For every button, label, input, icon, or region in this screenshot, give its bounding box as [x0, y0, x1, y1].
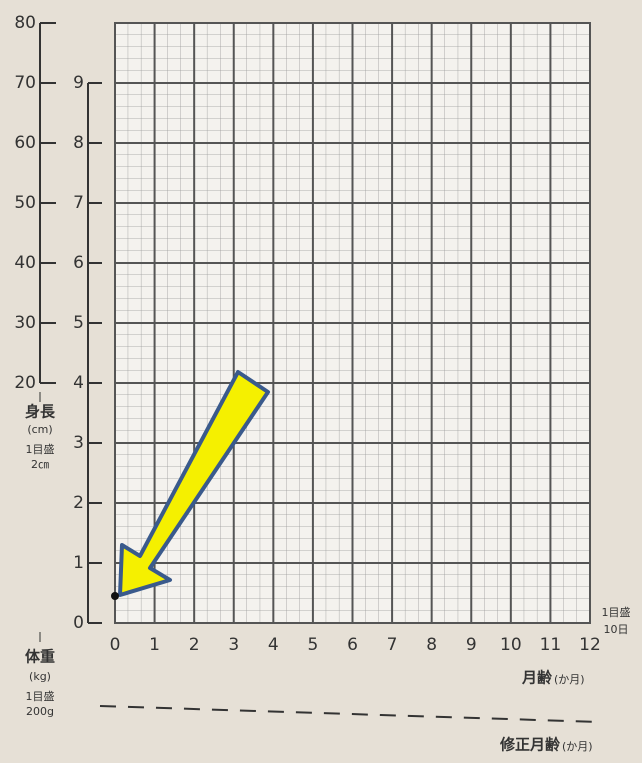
y2-tick-label: 30 [14, 313, 36, 333]
y-tick-label: 6 [73, 253, 84, 273]
x-tick-label: 5 [308, 635, 319, 655]
axis-unit: (か月) [562, 740, 593, 753]
y-tick-label: 3 [73, 433, 84, 453]
axis-label: 月齢 [521, 669, 553, 687]
y2-tick-label: 80 [14, 13, 36, 33]
x-tick-label: 11 [540, 635, 562, 655]
scale: 10日 [604, 623, 629, 636]
scale-title: 1目盛 [602, 605, 631, 619]
axis-unit: (か月) [554, 673, 585, 686]
y2-tick-label: 60 [14, 133, 36, 153]
y-tick-label: 1 [73, 553, 84, 573]
chart: 0123456789101112012345678920304050607080… [0, 0, 642, 763]
x-tick-label: 9 [466, 635, 477, 655]
x-tick-label: 0 [110, 635, 121, 655]
scale-title: 1目盛 [26, 689, 55, 703]
y-tick-label: 0 [73, 613, 84, 633]
x-tick-label: 4 [268, 635, 279, 655]
axis-label: 修正月齢 [499, 736, 561, 754]
y-tick-label: 5 [73, 313, 84, 333]
y2-tick-label: 20 [14, 373, 36, 393]
x-tick-label: 2 [189, 635, 200, 655]
x-tick-label: 1 [149, 635, 160, 655]
x-tick-label: 12 [579, 635, 601, 655]
axis-unit: (cm) [27, 423, 52, 436]
axis-label: 身長 [25, 403, 56, 421]
y2-tick-label: 70 [14, 73, 36, 93]
point [111, 592, 119, 600]
scale: 2㎝ [31, 458, 49, 471]
x-tick-label: 3 [228, 635, 239, 655]
axis-unit: (kg) [29, 670, 51, 683]
y2-tick-label: 50 [14, 193, 36, 213]
y-tick-label: 8 [73, 133, 84, 153]
y2-tick-label: 40 [14, 253, 36, 273]
y-tick-label: 2 [73, 493, 84, 513]
y-tick-label: 9 [73, 73, 84, 93]
scale-title: 1目盛 [26, 442, 55, 456]
x-tick-label: 7 [387, 635, 398, 655]
x-tick-label: 6 [347, 635, 358, 655]
y-tick-label: 4 [73, 373, 84, 393]
axis-label: 体重 [25, 648, 55, 666]
scale: 200g [26, 705, 54, 718]
x-tick-label: 8 [426, 635, 437, 655]
x-tick-label: 10 [500, 635, 522, 655]
y-tick-label: 7 [73, 193, 84, 213]
